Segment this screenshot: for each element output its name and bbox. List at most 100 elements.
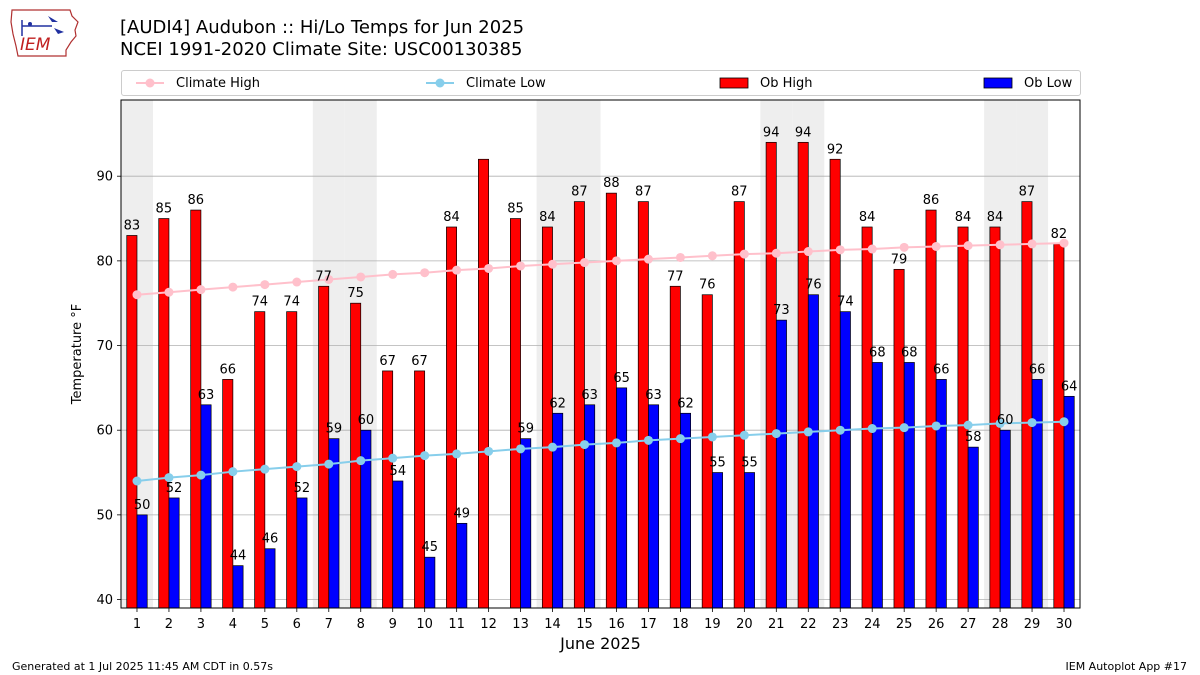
- climate-low-point: [899, 423, 909, 433]
- climate-high-line: [136, 242, 1065, 296]
- chart-title: [AUDI4] Audubon :: Hi/Lo Temps for Jun 2…: [120, 17, 525, 38]
- climate-high-point: [292, 277, 302, 287]
- ob-low-value-label: 65: [613, 371, 630, 386]
- ob-high-bar: [605, 192, 617, 609]
- ob-high-bar: [1021, 201, 1033, 609]
- climate-high-point: [132, 290, 142, 300]
- ob-high-value-label: 92: [827, 142, 844, 157]
- chart-legend: Climate High Climate Low Ob High Ob Low: [121, 70, 1081, 96]
- ob-low-bar: [648, 404, 660, 609]
- ob-high-bar: [861, 226, 873, 609]
- climate-low-point: [548, 442, 558, 452]
- x-tick-label: 7: [325, 617, 333, 632]
- ob-low-value-label: 63: [581, 388, 598, 403]
- ob-high-value-label: 88: [603, 176, 620, 191]
- ob-high-bar: [446, 226, 457, 609]
- ob-low-bar: [999, 429, 1011, 609]
- x-tick-label: 15: [576, 617, 593, 632]
- ob-high-bar: [669, 285, 681, 609]
- climate-high-point: [675, 252, 685, 262]
- x-tick-label: 6: [293, 617, 301, 632]
- legend-item-ob-low: Ob Low: [982, 71, 1072, 95]
- ob-high-value-label: 77: [315, 269, 332, 284]
- ob-high-bar: [797, 141, 809, 609]
- ob-high-bar: [222, 379, 234, 609]
- climate-high-point: [452, 265, 462, 275]
- climate-high-point: [931, 241, 941, 251]
- y-tick-label: 70: [96, 339, 113, 354]
- legend-label-ob-high: Ob High: [760, 75, 813, 91]
- ob-high-value-label: 84: [955, 210, 972, 225]
- ob-high-bar: [510, 218, 521, 609]
- climate-low-point: [963, 420, 973, 430]
- ob-high-bar: [893, 268, 905, 609]
- ob-high-swatch-icon: [719, 77, 749, 89]
- climate-low-point: [580, 440, 590, 450]
- ob-low-value-label: 66: [1029, 362, 1046, 377]
- ob-high-bar: [318, 285, 330, 609]
- climate-high-point: [196, 285, 206, 295]
- climate-high-point: [228, 282, 238, 292]
- ob-low-bar: [712, 472, 723, 609]
- climate-high-point: [388, 269, 398, 279]
- ob-high-bar: [478, 158, 489, 609]
- y-tick-label: 50: [96, 508, 113, 523]
- climate-high-point: [611, 256, 621, 266]
- climate-high-point: [1027, 239, 1037, 249]
- ob-low-bar: [775, 319, 787, 609]
- ob-high-value-label: 94: [795, 125, 812, 140]
- x-tick-label: 23: [832, 617, 849, 632]
- ob-low-bar: [296, 497, 308, 609]
- ob-low-bar: [903, 362, 915, 609]
- ob-high-value-label: 86: [188, 193, 205, 208]
- ob-low-bar: [456, 522, 468, 609]
- x-tick-label: 14: [544, 617, 561, 632]
- ob-high-bar: [957, 226, 969, 609]
- x-tick-label: 29: [1024, 617, 1041, 632]
- ob-low-value-label: 60: [997, 413, 1014, 428]
- ob-low-value-label: 50: [134, 498, 151, 513]
- ob-high-value-label: 67: [411, 354, 428, 369]
- chart-subtitle: NCEI 1991-2020 Climate Site: USC00130385: [120, 39, 523, 60]
- ob-low-value-label: 62: [549, 396, 566, 411]
- x-tick-label: 3: [197, 617, 205, 632]
- ob-high-value-label: 79: [891, 252, 908, 267]
- climate-low-point: [164, 473, 174, 483]
- ob-high-bar: [414, 370, 426, 609]
- ob-low-value-label: 59: [517, 422, 534, 437]
- climate-low-point: [643, 435, 653, 445]
- ob-high-bar: [765, 141, 777, 609]
- climate-high-point: [643, 254, 653, 264]
- ob-high-value-label: 87: [571, 185, 588, 200]
- climate-low-point: [835, 425, 845, 435]
- climate-low-point: [995, 418, 1005, 428]
- climate-high-point: [260, 280, 270, 290]
- ob-low-swatch-icon: [983, 77, 1013, 89]
- x-tick-label: 28: [992, 617, 1009, 632]
- ob-low-value-label: 60: [358, 413, 375, 428]
- ob-high-value-label: 87: [635, 185, 652, 200]
- ob-high-value-label: 74: [283, 295, 300, 310]
- climate-high-point: [356, 272, 366, 282]
- ob-high-bar: [1053, 243, 1065, 609]
- climate-high-point: [867, 244, 877, 254]
- x-tick-label: 8: [357, 617, 365, 632]
- x-tick-label: 11: [448, 617, 465, 632]
- x-tick-label: 26: [928, 617, 945, 632]
- x-tick-label: 1: [133, 617, 141, 632]
- x-tick-label: 25: [896, 617, 913, 632]
- ob-low-value-label: 62: [677, 396, 694, 411]
- ob-high-value-label: 77: [667, 269, 684, 284]
- y-tick-label: 60: [96, 424, 113, 439]
- climate-low-point: [867, 424, 877, 434]
- ob-low-bar: [168, 497, 180, 609]
- climate-low-point: [931, 421, 941, 431]
- ob-low-bar: [424, 556, 436, 609]
- ob-low-value-label: 54: [390, 464, 407, 479]
- ob-high-bar: [541, 226, 553, 609]
- ob-high-value-label: 84: [987, 210, 1004, 225]
- y-tick-label: 90: [96, 170, 113, 185]
- climate-low-point: [324, 459, 334, 469]
- iem-logo: IEM: [10, 9, 79, 57]
- ob-high-value-label: 85: [156, 202, 173, 217]
